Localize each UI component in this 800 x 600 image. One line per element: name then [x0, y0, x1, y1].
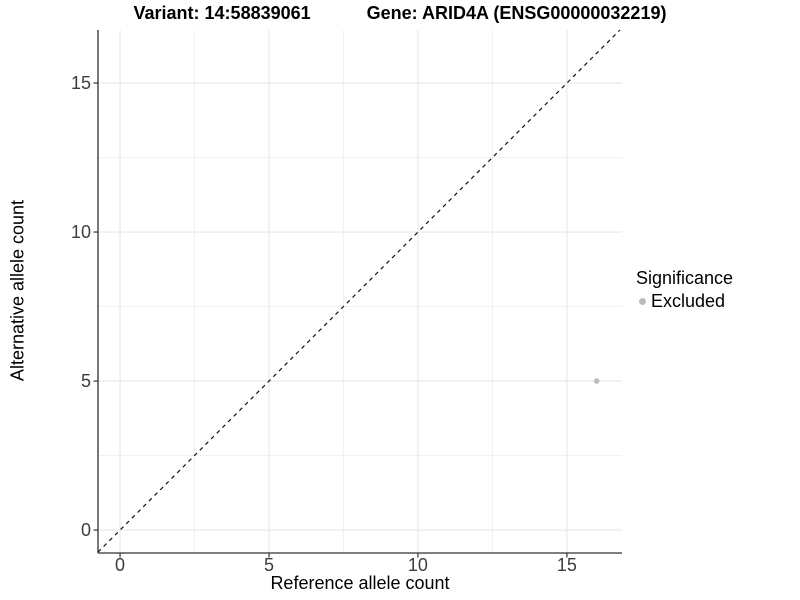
legend-title: Significance — [636, 268, 734, 288]
y-axis-title: Alternative allele count — [7, 199, 28, 382]
legend-point-icon — [639, 298, 646, 305]
variant-title: Variant: 14:58839061 — [133, 3, 311, 23]
y-tick-label: 10 — [70, 221, 91, 242]
gene-title: Gene: ARID4A (ENSG00000032219) — [366, 3, 667, 23]
identity-dashed-line — [97, 29, 621, 553]
x-tick-label: 5 — [263, 555, 274, 575]
x-axis-title: Reference allele count — [270, 573, 450, 593]
y-tick-label: 15 — [70, 72, 91, 93]
legend-item-excluded: Excluded — [636, 291, 733, 312]
legend-item-label: Excluded — [651, 291, 726, 311]
x-tick-label: 0 — [115, 555, 126, 575]
plot-title: Variant: 14:58839061 Gene: ARID4A (ENSG0… — [0, 3, 800, 24]
x-tick-label: 10 — [407, 555, 428, 575]
y-tick-label: 0 — [80, 519, 91, 540]
data-point — [593, 378, 600, 384]
legend: Significance Excluded — [636, 268, 733, 312]
y-tick-label: 5 — [80, 370, 91, 391]
x-tick-label: 15 — [556, 555, 577, 575]
